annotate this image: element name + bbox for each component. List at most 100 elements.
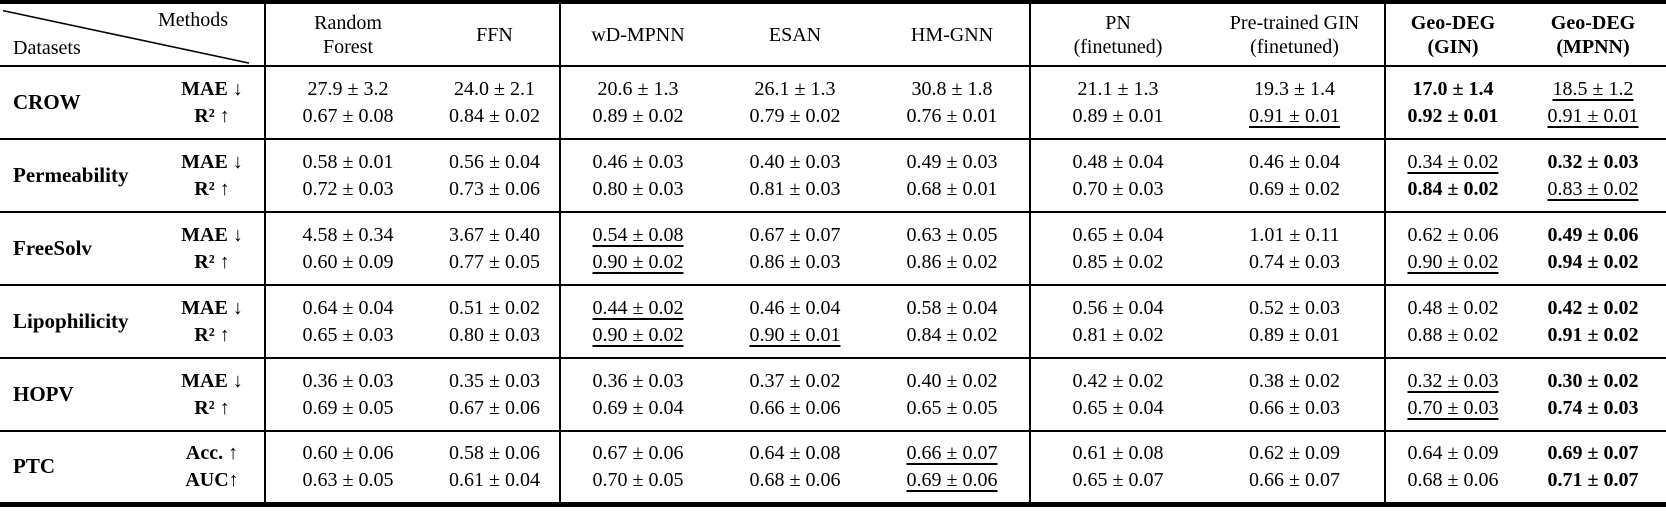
value-cell: 27.9 ± 3.2 0.67 ± 0.08 [264, 66, 430, 139]
value-bottom: 0.72 ± 0.03 [302, 177, 394, 200]
value-bottom: 0.80 ± 0.03 [592, 177, 684, 200]
value-cell: 0.65 ± 0.04 0.85 ± 0.02 [1029, 212, 1205, 285]
value-bottom: 0.90 ± 0.02 [1407, 250, 1499, 273]
value-top: 0.58 ± 0.01 [302, 150, 394, 173]
value-cell: 0.51 ± 0.02 0.80 ± 0.03 [430, 285, 560, 358]
value-top: 0.60 ± 0.06 [302, 441, 394, 464]
metric-label-top: MAE ↓ [181, 369, 243, 392]
value-bottom: 0.65 ± 0.03 [302, 323, 394, 346]
value-bottom: 0.68 ± 0.06 [749, 468, 841, 491]
value-bottom: 0.63 ± 0.05 [302, 468, 394, 491]
value-cell: 0.46 ± 0.04 0.90 ± 0.01 [715, 285, 875, 358]
value-bottom: 0.83 ± 0.02 [1547, 177, 1639, 200]
dataset-row-freesolv: FreeSolv MAE ↓ R² ↑ 4.58 ± 0.34 0.60 ± 0.… [0, 212, 1666, 285]
value-top: 0.58 ± 0.04 [906, 296, 998, 319]
value-bottom: 0.68 ± 0.06 [1407, 468, 1499, 491]
value-bottom: 0.91 ± 0.01 [1249, 104, 1340, 127]
dataset-row-crow: CROW MAE ↓ R² ↑ 27.9 ± 3.2 0.67 ± 0.08 24… [0, 66, 1666, 139]
value-top: 0.40 ± 0.02 [906, 369, 998, 392]
value-bottom: 0.84 ± 0.02 [1407, 177, 1499, 200]
value-bottom: 0.84 ± 0.02 [449, 104, 540, 127]
value-cell: 0.63 ± 0.05 0.86 ± 0.02 [875, 212, 1030, 285]
dataset-name: HOPV [13, 382, 74, 406]
value-top: 0.65 ± 0.04 [1072, 223, 1164, 246]
value-cell: 0.30 ± 0.02 0.74 ± 0.03 [1520, 358, 1666, 431]
value-cell: 19.3 ± 1.4 0.91 ± 0.01 [1205, 66, 1385, 139]
value-top: 0.35 ± 0.03 [449, 369, 540, 392]
value-top: 0.63 ± 0.05 [906, 223, 998, 246]
value-cell: 0.35 ± 0.03 0.67 ± 0.06 [430, 358, 560, 431]
col-header-wd-mpnn: wD-MPNN [559, 2, 715, 66]
value-bottom: 0.70 ± 0.05 [592, 468, 684, 491]
metric-cell: MAE ↓ R² ↑ [160, 66, 265, 139]
value-top: 0.54 ± 0.08 [592, 223, 684, 246]
col-header-pretrained-gin-finetuned: Pre-trained GIN (finetuned) [1229, 11, 1360, 58]
dataset-name: Permeability [13, 163, 129, 187]
value-top: 0.52 ± 0.03 [1249, 296, 1340, 319]
value-top: 0.62 ± 0.09 [1249, 441, 1340, 464]
value-top: 0.61 ± 0.08 [1072, 441, 1164, 464]
value-top: 0.49 ± 0.03 [906, 150, 998, 173]
value-top: 0.51 ± 0.02 [449, 296, 540, 319]
value-bottom: 0.65 ± 0.07 [1072, 468, 1164, 491]
value-cell: 0.58 ± 0.01 0.72 ± 0.03 [264, 139, 430, 212]
value-bottom: 0.69 ± 0.04 [592, 396, 684, 419]
value-top: 0.36 ± 0.03 [302, 369, 394, 392]
value-top: 0.69 ± 0.07 [1547, 441, 1639, 464]
metric-label-top: MAE ↓ [181, 296, 243, 319]
corner-cell: Methods Datasets [0, 2, 265, 66]
metric-label-bottom: R² ↑ [194, 396, 230, 419]
value-cell: 0.66 ± 0.07 0.69 ± 0.06 [875, 431, 1030, 504]
value-cell: 0.64 ± 0.08 0.68 ± 0.06 [715, 431, 875, 504]
value-bottom: 0.90 ± 0.01 [749, 323, 841, 346]
value-top: 0.56 ± 0.04 [449, 150, 540, 173]
value-top: 0.44 ± 0.02 [592, 296, 684, 319]
value-cell: 0.62 ± 0.06 0.90 ± 0.02 [1384, 212, 1520, 285]
value-top: 0.42 ± 0.02 [1072, 369, 1164, 392]
value-bottom: 0.65 ± 0.05 [906, 396, 998, 419]
value-top: 0.64 ± 0.08 [749, 441, 841, 464]
value-top: 0.46 ± 0.03 [592, 150, 684, 173]
value-top: 4.58 ± 0.34 [302, 223, 394, 246]
value-cell: 0.54 ± 0.08 0.90 ± 0.02 [559, 212, 715, 285]
value-bottom: 0.84 ± 0.02 [906, 323, 998, 346]
value-bottom: 0.86 ± 0.02 [906, 250, 998, 273]
value-cell: 0.49 ± 0.03 0.68 ± 0.01 [875, 139, 1030, 212]
value-cell: 0.49 ± 0.06 0.94 ± 0.02 [1520, 212, 1666, 285]
dataset-row-ptc: PTC Acc. ↑ AUC↑ 0.60 ± 0.06 0.63 ± 0.05 0… [0, 431, 1666, 504]
value-cell: 26.1 ± 1.3 0.79 ± 0.02 [715, 66, 875, 139]
value-bottom: 0.85 ± 0.02 [1072, 250, 1164, 273]
value-top: 21.1 ± 1.3 [1077, 77, 1159, 100]
value-top: 0.30 ± 0.02 [1547, 369, 1639, 392]
value-cell: 0.61 ± 0.08 0.65 ± 0.07 [1029, 431, 1205, 504]
value-cell: 18.5 ± 1.2 0.91 ± 0.01 [1520, 66, 1666, 139]
dataset-name: FreeSolv [13, 236, 92, 260]
value-cell: 0.56 ± 0.04 0.81 ± 0.02 [1029, 285, 1205, 358]
value-cell: 1.01 ± 0.11 0.74 ± 0.03 [1205, 212, 1385, 285]
value-cell: 0.42 ± 0.02 0.65 ± 0.04 [1029, 358, 1205, 431]
col-header-pn-finetuned: PN (finetuned) [1029, 2, 1205, 66]
dataset-row-lipophilicity: Lipophilicity MAE ↓ R² ↑ 0.64 ± 0.04 0.65… [0, 285, 1666, 358]
value-bottom: 0.77 ± 0.05 [449, 250, 540, 273]
dataset-name: Lipophilicity [13, 309, 129, 333]
methods-label: Methods [158, 9, 228, 31]
metric-label-bottom: AUC↑ [185, 468, 239, 491]
value-bottom: 0.90 ± 0.02 [592, 323, 684, 346]
value-cell: 0.40 ± 0.02 0.65 ± 0.05 [875, 358, 1030, 431]
metric-cell: MAE ↓ R² ↑ [160, 358, 265, 431]
value-cell: 0.48 ± 0.02 0.88 ± 0.02 [1384, 285, 1520, 358]
value-cell: 0.67 ± 0.07 0.86 ± 0.03 [715, 212, 875, 285]
value-cell: 0.64 ± 0.09 0.68 ± 0.06 [1384, 431, 1520, 504]
value-cell: 0.52 ± 0.03 0.89 ± 0.01 [1205, 285, 1385, 358]
metric-label-top: MAE ↓ [181, 77, 243, 100]
value-top: 0.36 ± 0.03 [592, 369, 684, 392]
value-bottom: 0.66 ± 0.06 [749, 396, 841, 419]
value-bottom: 0.91 ± 0.01 [1547, 104, 1639, 127]
value-bottom: 0.71 ± 0.07 [1547, 468, 1639, 491]
value-top: 0.38 ± 0.02 [1249, 369, 1340, 392]
value-bottom: 0.88 ± 0.02 [1407, 323, 1499, 346]
value-cell: 30.8 ± 1.8 0.76 ± 0.01 [875, 66, 1030, 139]
value-cell: 20.6 ± 1.3 0.89 ± 0.02 [559, 66, 715, 139]
col-header-esan: ESAN [768, 23, 822, 46]
metric-label-top: Acc. ↑ [185, 441, 239, 464]
